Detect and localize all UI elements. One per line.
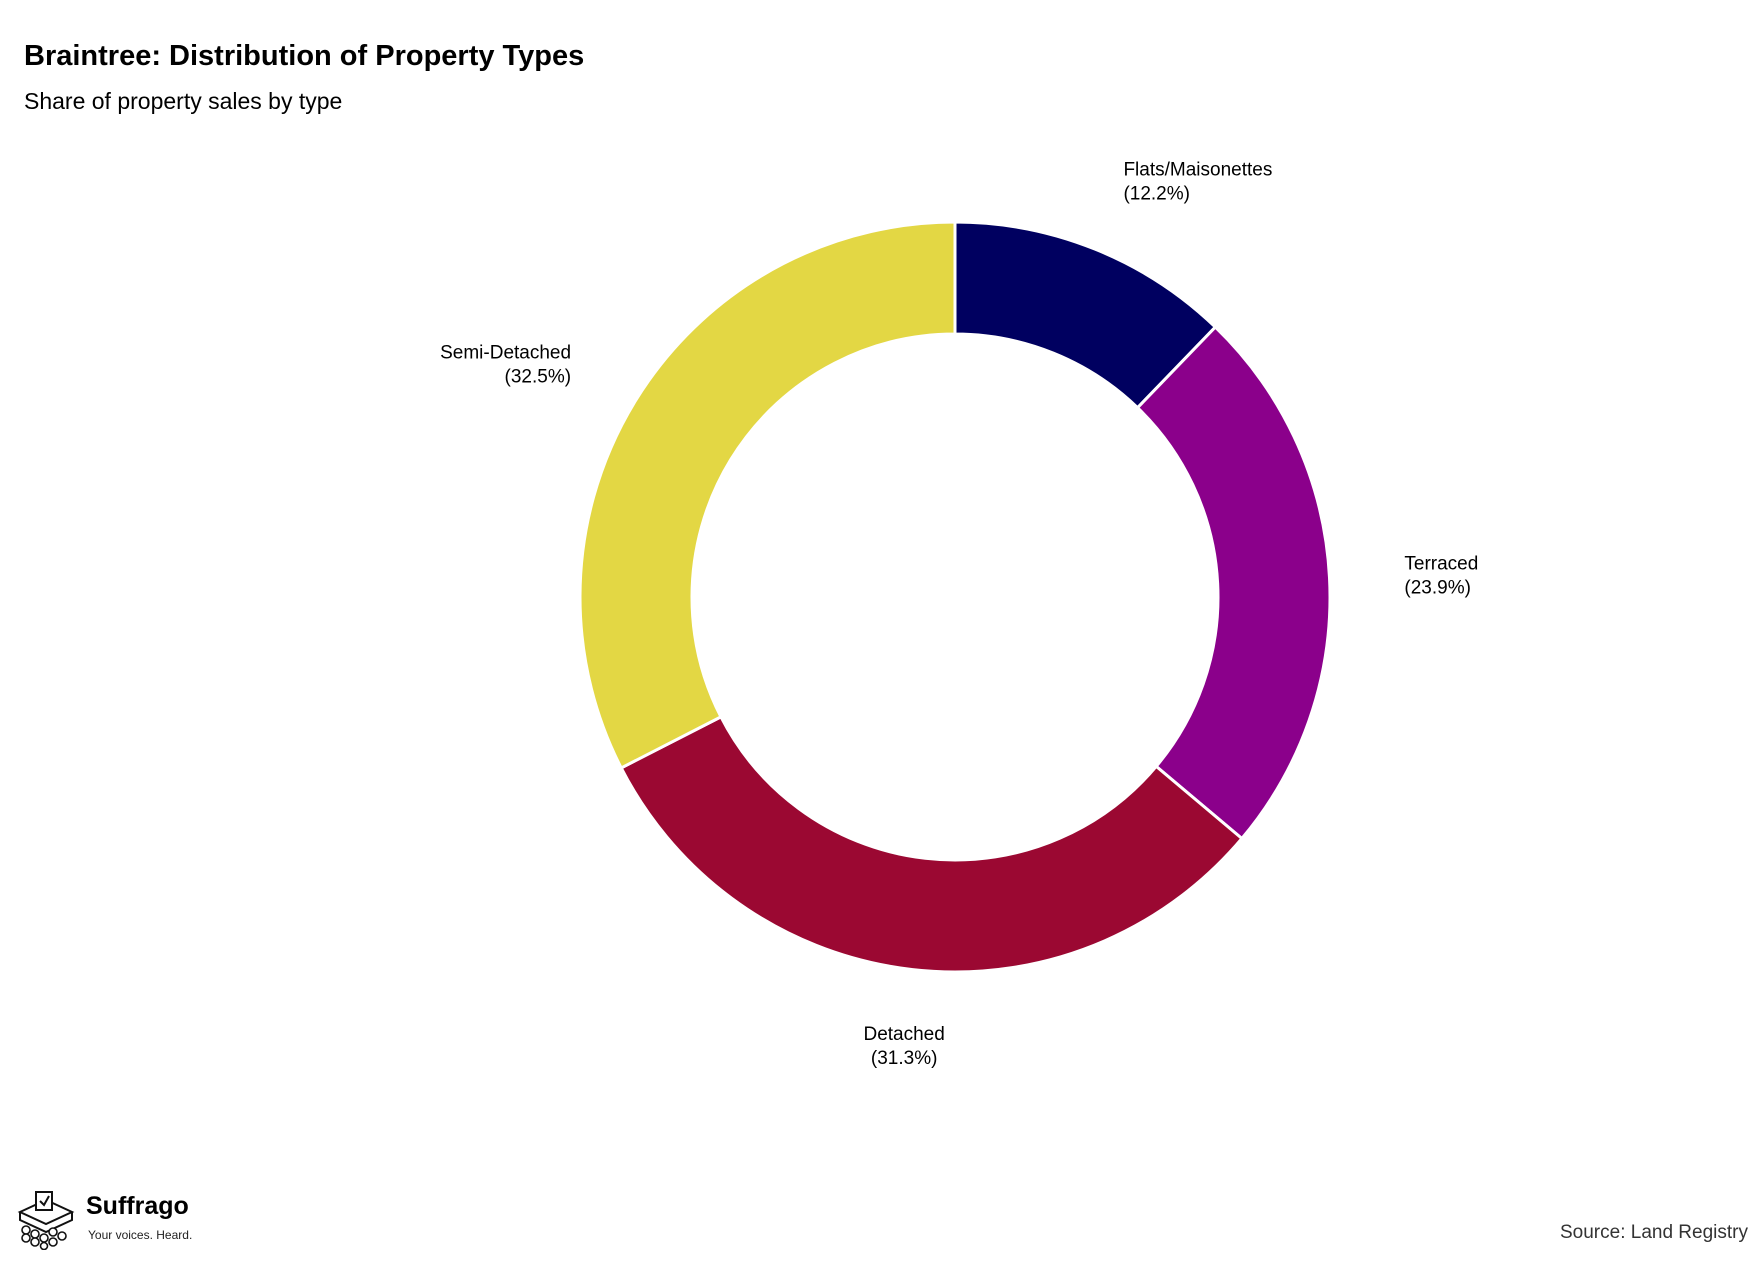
slice-detached — [619, 714, 1245, 974]
slice-value-label: (31.3%) — [871, 1048, 938, 1069]
brand-tagline: Your voices. Heard. — [88, 1228, 193, 1242]
slice-category-label: Detached — [863, 1024, 944, 1045]
slice-value-label: (32.5%) — [505, 366, 572, 387]
chart-subtitle: Share of property sales by type — [24, 88, 343, 114]
slice-value-label: (23.9%) — [1404, 578, 1471, 599]
slice-terraced — [1135, 324, 1332, 841]
slice-semi-detached — [578, 220, 957, 770]
ballot-box-icon — [17, 1191, 75, 1250]
slice-value-label: (12.2%) — [1123, 184, 1190, 205]
slice-label-flats-maisonettes: Flats/Maisonettes (12.2%) — [1123, 160, 1272, 205]
slice-label-detached: Detached (31.3%) — [863, 1024, 944, 1069]
slice-label-semi-detached: Semi-Detached (32.5%) — [440, 342, 571, 387]
slice-label-terraced: Terraced (23.9%) — [1404, 554, 1478, 599]
brand-logo: Suffrago Your voices. Heard. — [14, 1190, 204, 1250]
slice-category-label: Semi-Detached — [440, 342, 571, 363]
slice-category-label: Flats/Maisonettes — [1123, 160, 1272, 181]
chart-title: Braintree: Distribution of Property Type… — [24, 40, 585, 72]
source-note: Source: Land Registry — [1560, 1222, 1748, 1243]
brand-name: Suffrago — [86, 1192, 189, 1220]
slice-category-label: Terraced — [1404, 554, 1478, 575]
